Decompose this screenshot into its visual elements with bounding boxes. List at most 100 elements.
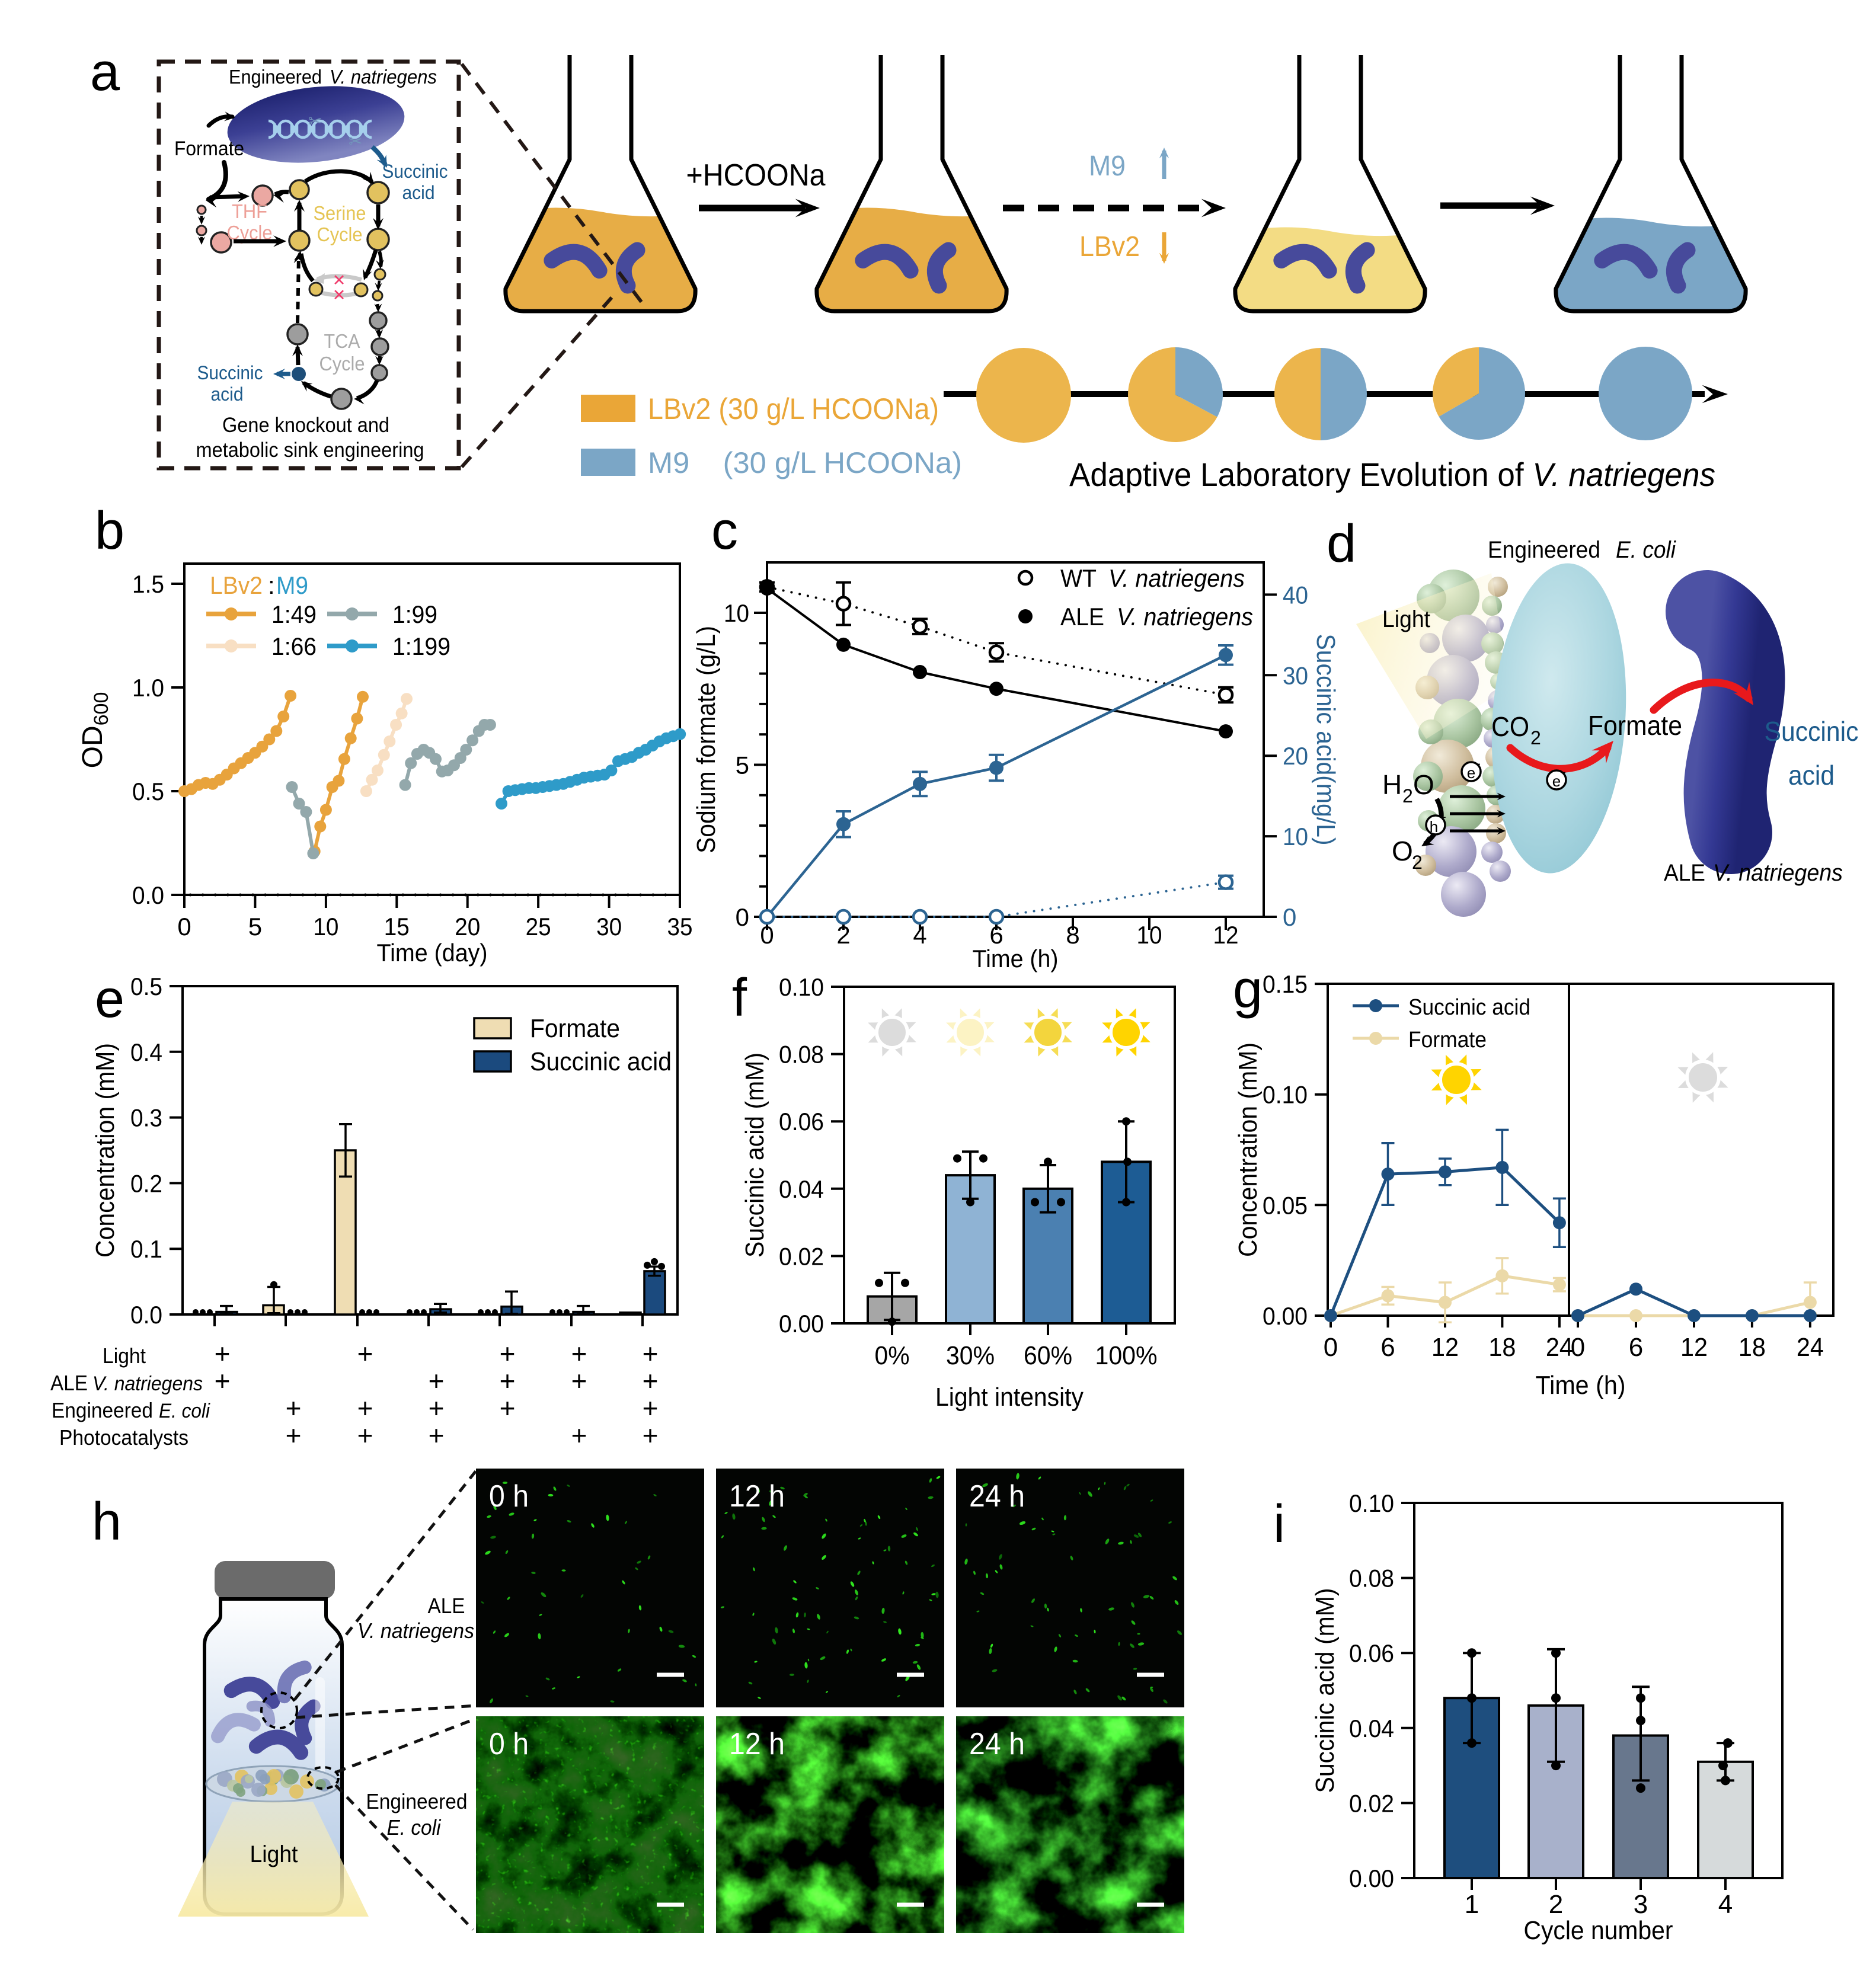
svg-text:20: 20 [455,913,480,941]
svg-text:V. natriegens: V. natriegens [1117,603,1253,631]
svg-text:b: b [95,501,124,561]
svg-text:0: 0 [760,921,774,949]
svg-text:d: d [1327,514,1356,574]
svg-text:24: 24 [1797,1333,1824,1362]
svg-text:0.06: 0.06 [1349,1639,1394,1667]
svg-text:0.15: 0.15 [1263,970,1308,998]
svg-text:0.04: 0.04 [1349,1714,1394,1742]
svg-text:+: + [357,1393,373,1424]
svg-text:25: 25 [526,913,551,941]
svg-text:2: 2 [1530,727,1541,749]
svg-text:0.4: 0.4 [130,1038,162,1066]
svg-text:ALE: ALE [1060,603,1104,631]
svg-text:0: 0 [177,913,191,941]
svg-text:6: 6 [989,921,1003,949]
svg-text:0.06: 0.06 [779,1108,824,1135]
svg-text:M9: M9 [276,571,308,599]
svg-text:0.05: 0.05 [1263,1191,1308,1219]
svg-text:V. natriegens: V. natriegens [330,66,437,88]
svg-text::: : [268,571,275,599]
svg-text:WT: WT [1060,564,1097,592]
svg-text:0.02: 0.02 [1349,1789,1394,1817]
svg-text:Time (day): Time (day) [377,939,488,967]
svg-text:+: + [286,1393,302,1424]
svg-text:0.2: 0.2 [130,1169,162,1197]
svg-text:+: + [357,1338,373,1369]
svg-text:+: + [643,1393,659,1424]
svg-text:Succinic acid: Succinic acid [530,1047,672,1076]
svg-text:✕: ✕ [333,286,346,304]
svg-text:0: 0 [1283,903,1296,931]
svg-text:1:99: 1:99 [392,600,437,628]
svg-text:0.5: 0.5 [130,973,162,1000]
svg-text:Photocatalysts: Photocatalysts [59,1425,188,1450]
svg-text:1.0: 1.0 [132,674,164,702]
svg-text:24 h: 24 h [969,1727,1025,1761]
svg-text:E. coli: E. coli [387,1815,442,1840]
svg-text:+: + [643,1420,659,1451]
svg-text:+: + [500,1338,516,1369]
svg-text:a: a [90,43,120,102]
svg-text:Concentration (mM): Concentration (mM) [1233,1042,1263,1257]
svg-text:Formate: Formate [530,1014,620,1043]
svg-text:3: 3 [1634,1890,1648,1919]
svg-text:6: 6 [1380,1333,1395,1362]
svg-text:Gene knockout and: Gene knockout and [222,414,389,437]
svg-text:i: i [1273,1495,1285,1554]
svg-text:f: f [732,968,747,1028]
svg-text:c: c [711,501,738,561]
svg-text:1:49: 1:49 [271,600,317,628]
svg-text:+: + [571,1365,587,1396]
svg-text:CO: CO [1491,711,1529,742]
svg-text:2: 2 [1412,852,1423,873]
svg-text:24 h: 24 h [969,1479,1025,1514]
svg-text:Succinic: Succinic [1765,716,1859,747]
svg-text:e: e [95,970,124,1029]
svg-text:OD600: OD600 [77,692,113,769]
svg-text:✂: ✂ [308,112,322,130]
svg-text:2: 2 [1549,1890,1563,1919]
svg-text:Cycle: Cycle [319,353,365,375]
svg-text:O: O [1413,769,1434,800]
svg-text:10: 10 [724,599,749,627]
svg-text:LBv2 (30 g/L HCOONa): LBv2 (30 g/L HCOONa) [648,392,939,426]
svg-text:0.0: 0.0 [132,881,164,909]
svg-text:-: - [1476,756,1481,772]
svg-text:Serine: Serine [314,202,366,224]
svg-text:Succinic: Succinic [382,161,448,182]
svg-text:4: 4 [1718,1890,1733,1919]
svg-text:0: 0 [1571,1333,1585,1362]
svg-text:ALE: ALE [50,1371,88,1395]
svg-text:Succinic acid (mM): Succinic acid (mM) [740,1053,769,1258]
svg-text:Light: Light [103,1344,146,1368]
svg-text:1.5: 1.5 [132,570,164,598]
svg-text:0 h: 0 h [489,1727,529,1761]
svg-text:35: 35 [667,913,693,941]
svg-text:Time (h): Time (h) [1536,1371,1626,1400]
svg-text:5: 5 [248,913,262,941]
svg-text:12 h: 12 h [729,1479,785,1514]
svg-text:acid: acid [402,182,435,203]
svg-text:+: + [215,1365,231,1396]
svg-text:+HCOONa: +HCOONa [686,158,826,193]
svg-text:TCA: TCA [324,330,360,352]
svg-text:Succinic acid(mg/L): Succinic acid(mg/L) [1311,634,1340,846]
svg-text:0.1: 0.1 [130,1235,162,1263]
svg-text:+: + [215,1338,231,1369]
svg-text:+: + [429,1420,445,1451]
svg-text:H: H [1382,769,1402,800]
svg-text:5: 5 [736,751,749,779]
svg-text:24: 24 [1546,1333,1573,1362]
svg-text:Formate: Formate [1408,1028,1487,1053]
svg-text:Sodium formate (g/L): Sodium formate (g/L) [692,626,721,853]
svg-text:Succinic acid (mM): Succinic acid (mM) [1311,1588,1340,1793]
svg-text:40: 40 [1283,581,1308,609]
svg-text:+: + [1439,811,1446,824]
svg-text:g: g [1233,960,1263,1019]
svg-text:ALE: ALE [1664,860,1705,886]
svg-text:0.5: 0.5 [132,778,164,805]
svg-text:+: + [357,1420,373,1451]
svg-text:0.3: 0.3 [130,1104,162,1132]
svg-text:6: 6 [1629,1333,1643,1362]
svg-text:100%: 100% [1095,1341,1158,1370]
